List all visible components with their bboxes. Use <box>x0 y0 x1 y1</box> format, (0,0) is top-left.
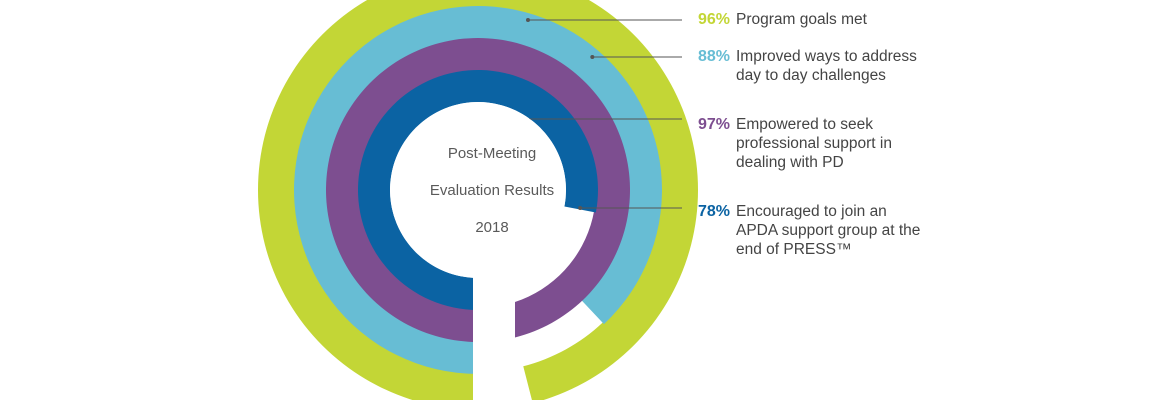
leader-dot-2 <box>590 55 595 59</box>
chart-title-line-3: 2018 <box>475 219 508 236</box>
series-label: Improved ways to address day to day chal… <box>736 48 917 84</box>
leader-dot-4 <box>578 206 583 210</box>
chart-title-line-1: Post-Meeting <box>448 145 536 162</box>
legend-item-program-goals: 96% Program goals met <box>684 10 934 30</box>
percent-label: 88% <box>697 48 730 65</box>
center-disc <box>390 102 566 278</box>
chart-center: Post-Meeting Evaluation Results 2018 <box>390 102 566 400</box>
series-label: Program goals met <box>736 11 867 28</box>
chart-title-line-2: Evaluation Results <box>430 182 554 199</box>
legend-item-improved-ways: 88% Improved ways to address day to day … <box>684 47 934 85</box>
percent-label: 97% <box>697 116 730 133</box>
leader-lines <box>501 18 682 210</box>
percent-label: 96% <box>697 11 730 28</box>
leader-dot-1 <box>525 18 530 22</box>
series-label: Empowered to seek professional support i… <box>736 116 892 171</box>
percent-label: 78% <box>697 203 730 220</box>
center-stem <box>473 255 515 400</box>
legend-item-encouraged: 78% Encouraged to join an APDA support g… <box>684 202 934 259</box>
legend-item-empowered: 97% Empowered to seek professional suppo… <box>684 115 934 172</box>
series-label: Encouraged to join an APDA support group… <box>736 203 921 258</box>
